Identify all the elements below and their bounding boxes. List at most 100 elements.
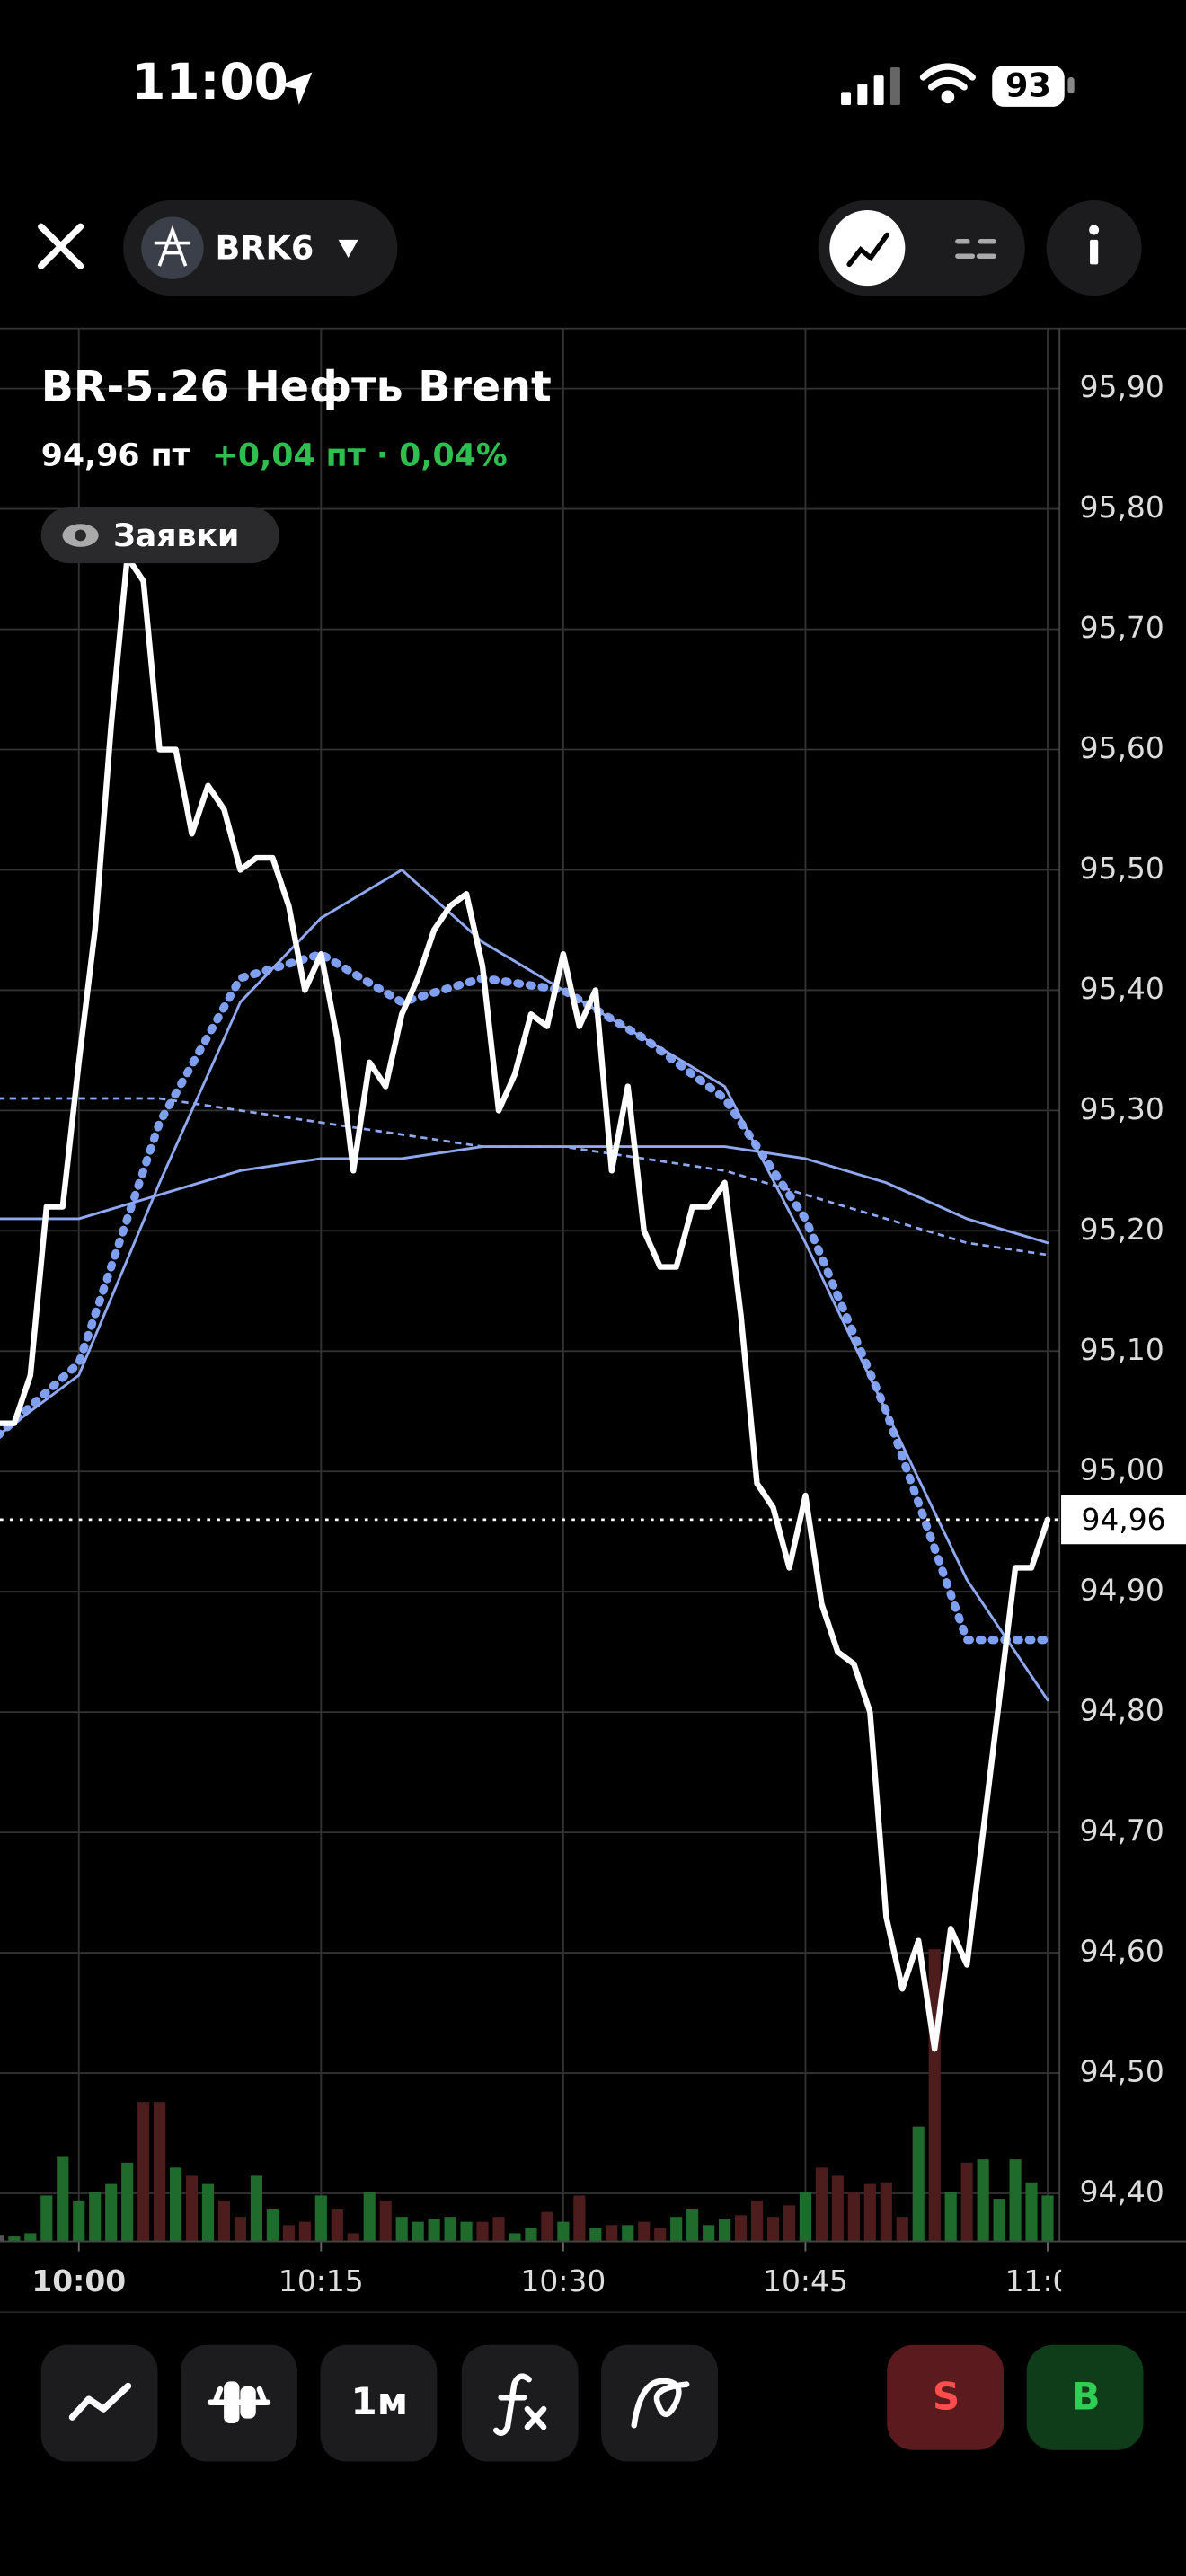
instrument-title: BR-5.26 Нефть Brent bbox=[41, 362, 552, 411]
volume-bar bbox=[266, 2209, 279, 2242]
close-button[interactable] bbox=[38, 223, 84, 269]
current-price-tag bbox=[1061, 1495, 1186, 1545]
interval-button[interactable] bbox=[320, 2344, 438, 2462]
y-tick-label: 94,70 bbox=[1080, 1813, 1164, 1848]
volume-bar bbox=[379, 2200, 392, 2242]
volume-bar bbox=[944, 2192, 957, 2242]
ticker: BRK6 bbox=[216, 228, 314, 267]
buy-button[interactable] bbox=[1026, 2344, 1144, 2450]
rig-icon bbox=[154, 225, 191, 267]
battery-level: 93 bbox=[1005, 66, 1051, 104]
volume-bar bbox=[638, 2221, 651, 2242]
x-axis-labels: 10:00 10:15 10:30 10:45 11:00 bbox=[31, 2263, 1091, 2298]
status-time: 11:00 bbox=[131, 53, 288, 110]
volume-bar bbox=[444, 2217, 456, 2242]
battery-tip bbox=[1067, 76, 1075, 94]
volume-bar bbox=[217, 2200, 231, 2242]
volume-bar bbox=[234, 2217, 247, 2242]
volume-bar bbox=[201, 2183, 215, 2242]
volume-bar bbox=[831, 2175, 844, 2242]
volume-bar bbox=[525, 2228, 537, 2242]
functions-icon bbox=[492, 2373, 547, 2436]
y-tick-label: 95,10 bbox=[1080, 1332, 1164, 1367]
volume-bar bbox=[40, 2195, 53, 2242]
volume-bar bbox=[977, 2159, 989, 2242]
volume-bar bbox=[912, 2126, 925, 2242]
volume-bar bbox=[24, 2233, 37, 2242]
orders-button[interactable] bbox=[40, 507, 279, 564]
y-tick-label: 95,30 bbox=[1080, 1091, 1164, 1126]
volume-bar bbox=[928, 1949, 941, 2242]
volume-bar bbox=[0, 2235, 4, 2242]
volume-bar bbox=[960, 2162, 973, 2242]
line-mode[interactable] bbox=[829, 210, 906, 287]
volume-bar bbox=[1025, 2182, 1038, 2242]
eye-icon bbox=[62, 524, 99, 547]
volume-bar bbox=[896, 2217, 908, 2242]
volume-bar bbox=[314, 2195, 327, 2242]
wifi-icon bbox=[919, 63, 976, 104]
volume-bar bbox=[89, 2192, 102, 2242]
y-tick-label: 94,50 bbox=[1080, 2054, 1164, 2089]
volume-bar bbox=[719, 2218, 731, 2242]
volume-bar bbox=[847, 2192, 860, 2242]
y-tick-label: 95,40 bbox=[1080, 971, 1164, 1006]
sell-button[interactable] bbox=[887, 2344, 1005, 2450]
y-tick-label: 95,80 bbox=[1080, 490, 1164, 525]
volume-bar bbox=[863, 2183, 876, 2242]
x-tick-label: 10:00 bbox=[31, 2263, 126, 2298]
volume-bar bbox=[282, 2225, 295, 2242]
line-type-icon bbox=[68, 2382, 132, 2421]
y-tick-label: 95,60 bbox=[1080, 730, 1164, 765]
y-tick-label: 95,20 bbox=[1080, 1212, 1164, 1247]
buy-label: B bbox=[1071, 2375, 1100, 2419]
current-price-label: 94,96 bbox=[1081, 1502, 1165, 1537]
volume-bar bbox=[363, 2192, 376, 2242]
functions-button[interactable] bbox=[461, 2344, 579, 2462]
volume-bar bbox=[250, 2175, 263, 2242]
volume-bar bbox=[185, 2175, 199, 2242]
volume-bar bbox=[1041, 2195, 1054, 2242]
volume-bar bbox=[428, 2218, 440, 2242]
volume-bar bbox=[606, 2225, 618, 2242]
line-mode-icon bbox=[846, 232, 890, 268]
volume-bar bbox=[347, 2233, 359, 2242]
volume-bar bbox=[541, 2211, 553, 2242]
signal-icon bbox=[841, 66, 900, 106]
volume-bar bbox=[331, 2209, 343, 2242]
volume-bar bbox=[105, 2183, 118, 2242]
volume-bar bbox=[766, 2217, 780, 2242]
instrument-change: +0,04 пт · 0,04% bbox=[212, 437, 508, 473]
candle-mode-icon[interactable] bbox=[955, 239, 996, 259]
y-tick-label: 94,90 bbox=[1080, 1573, 1164, 1608]
x-tick-label: 10:30 bbox=[520, 2263, 606, 2298]
y-tick-label: 94,80 bbox=[1080, 1693, 1164, 1728]
price-line bbox=[0, 553, 1051, 2052]
volume-bar bbox=[654, 2228, 667, 2242]
volume-bar bbox=[492, 2217, 505, 2242]
volume-bar bbox=[686, 2209, 699, 2242]
volume-bar bbox=[589, 2228, 602, 2242]
volume-bar bbox=[734, 2215, 748, 2242]
sell-label: S bbox=[933, 2375, 960, 2419]
volume-bar bbox=[703, 2225, 715, 2242]
volume-bar bbox=[460, 2221, 473, 2242]
drawing-icon bbox=[631, 2378, 690, 2429]
info-icon bbox=[1089, 225, 1100, 265]
y-tick-label: 95,90 bbox=[1080, 369, 1164, 404]
ticker-icon bbox=[141, 216, 204, 279]
volume-bar bbox=[137, 2102, 150, 2242]
location-icon bbox=[279, 72, 313, 106]
volume-bar bbox=[298, 2221, 311, 2242]
dropdown-arrow bbox=[338, 239, 358, 259]
y-tick-label: 95,50 bbox=[1080, 851, 1164, 886]
volume-bar bbox=[412, 2221, 424, 2242]
volume-bar bbox=[573, 2195, 586, 2242]
x-tick-label: 11:00 bbox=[1005, 2263, 1091, 2298]
volume-bar bbox=[1009, 2159, 1022, 2242]
battery bbox=[992, 66, 1065, 107]
interval: 1м bbox=[351, 2379, 409, 2423]
volume-bar bbox=[395, 2217, 408, 2242]
